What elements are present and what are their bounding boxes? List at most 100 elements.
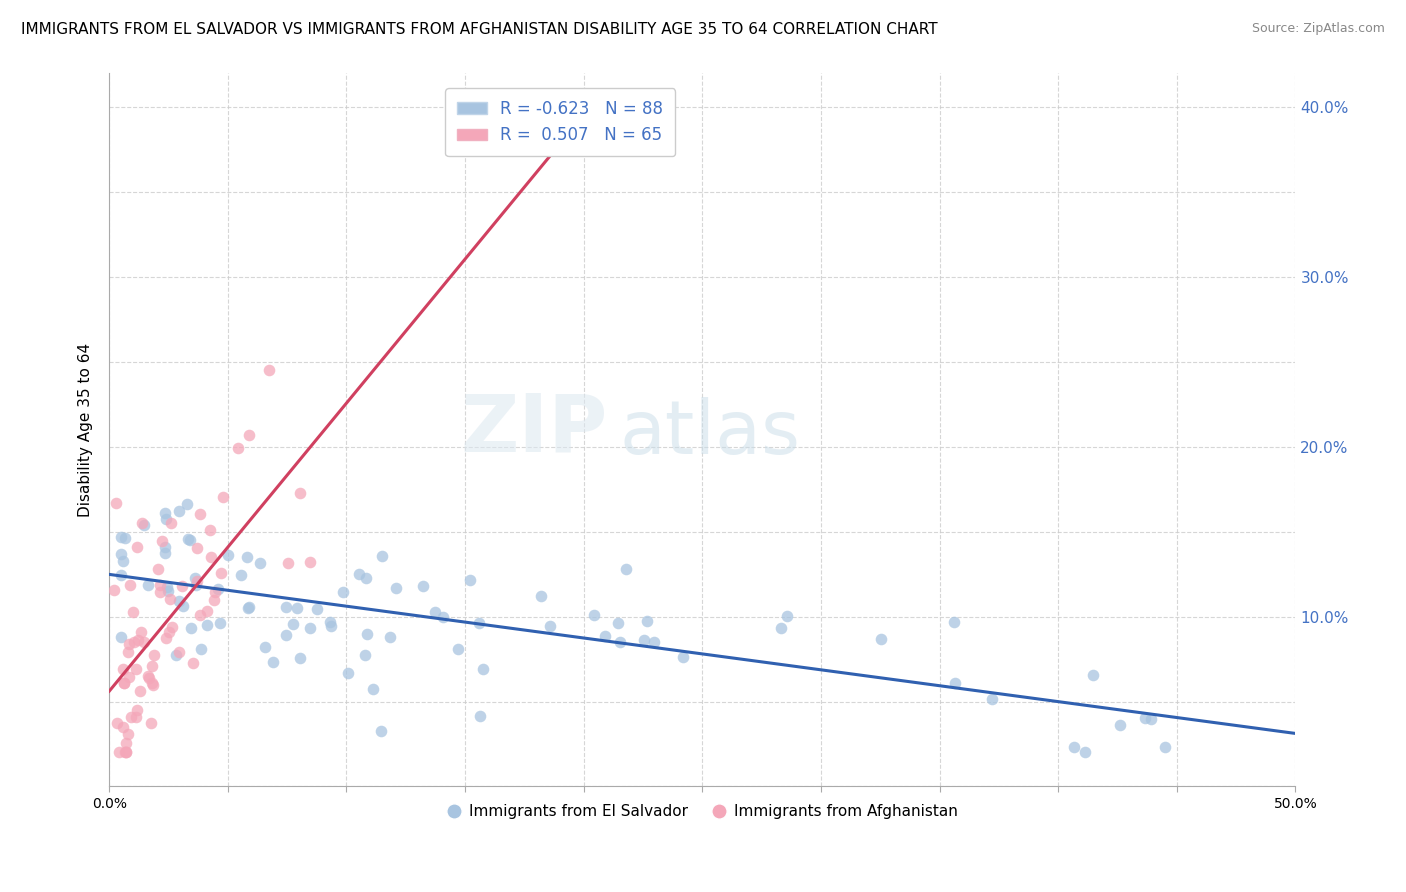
Point bbox=[370, 723, 392, 738]
Text: atlas: atlas bbox=[619, 397, 800, 470]
Point bbox=[209, 566, 232, 581]
Point bbox=[186, 541, 208, 555]
Point bbox=[122, 634, 145, 648]
Point bbox=[138, 671, 160, 685]
Point bbox=[107, 746, 129, 760]
Point bbox=[460, 573, 482, 587]
Point bbox=[118, 637, 141, 651]
Point bbox=[347, 567, 370, 582]
Point bbox=[122, 605, 145, 619]
Point bbox=[353, 648, 375, 663]
Point bbox=[643, 635, 665, 649]
Point bbox=[385, 581, 408, 595]
Point bbox=[141, 676, 163, 690]
Point bbox=[115, 746, 138, 760]
Point bbox=[184, 571, 207, 585]
Point bbox=[299, 621, 322, 635]
Point bbox=[169, 645, 191, 659]
Point bbox=[378, 631, 401, 645]
Point bbox=[112, 675, 135, 690]
Point bbox=[870, 632, 893, 646]
Point bbox=[184, 578, 207, 592]
Point bbox=[281, 616, 304, 631]
Point bbox=[285, 601, 308, 615]
Point bbox=[530, 589, 553, 603]
Point bbox=[143, 648, 166, 663]
Point bbox=[146, 562, 169, 576]
Point bbox=[298, 555, 321, 569]
Point bbox=[636, 615, 658, 629]
Point bbox=[200, 524, 222, 538]
Point bbox=[1153, 740, 1175, 755]
Point bbox=[153, 541, 176, 555]
Point bbox=[238, 600, 260, 615]
Point bbox=[139, 716, 162, 731]
Point bbox=[195, 604, 218, 618]
Point bbox=[288, 651, 311, 665]
Point bbox=[132, 517, 155, 532]
Point bbox=[155, 546, 177, 560]
Point bbox=[633, 633, 655, 648]
Point bbox=[169, 593, 191, 607]
Point bbox=[212, 490, 235, 504]
Point bbox=[614, 562, 637, 576]
Point bbox=[337, 666, 360, 681]
Point bbox=[120, 578, 142, 592]
Text: IMMIGRANTS FROM EL SALVADOR VS IMMIGRANTS FROM AFGHANISTAN DISABILITY AGE 35 TO : IMMIGRANTS FROM EL SALVADOR VS IMMIGRANT… bbox=[21, 22, 938, 37]
Point bbox=[136, 578, 159, 592]
Point bbox=[155, 511, 177, 525]
Point bbox=[136, 669, 159, 683]
Point bbox=[356, 626, 378, 640]
Point bbox=[412, 579, 434, 593]
Point bbox=[218, 549, 240, 563]
Point bbox=[103, 582, 125, 597]
Point bbox=[204, 585, 226, 599]
Point bbox=[104, 496, 127, 510]
Point bbox=[236, 601, 259, 615]
Point bbox=[249, 556, 271, 570]
Point bbox=[176, 497, 198, 511]
Point bbox=[165, 648, 187, 662]
Point bbox=[188, 607, 211, 622]
Point bbox=[155, 506, 177, 520]
Y-axis label: Disability Age 35 to 64: Disability Age 35 to 64 bbox=[79, 343, 93, 516]
Point bbox=[472, 662, 495, 676]
Point bbox=[110, 630, 132, 644]
Point bbox=[188, 507, 211, 521]
Point bbox=[110, 547, 132, 561]
Point bbox=[468, 616, 491, 631]
Point bbox=[371, 549, 394, 563]
Point bbox=[776, 609, 799, 624]
Point bbox=[943, 676, 966, 690]
Point bbox=[150, 533, 173, 548]
Point bbox=[155, 632, 177, 646]
Point bbox=[121, 710, 143, 724]
Point bbox=[105, 715, 128, 730]
Point bbox=[257, 363, 280, 377]
Point bbox=[131, 516, 153, 530]
Point bbox=[262, 655, 284, 669]
Point bbox=[1133, 711, 1156, 725]
Point bbox=[307, 602, 329, 616]
Point bbox=[1073, 746, 1095, 760]
Point bbox=[170, 579, 193, 593]
Point bbox=[190, 641, 212, 656]
Point bbox=[538, 618, 561, 632]
Point bbox=[156, 584, 179, 599]
Point bbox=[229, 568, 252, 582]
Point bbox=[319, 619, 342, 633]
Point bbox=[110, 567, 132, 582]
Point bbox=[129, 624, 152, 639]
Point bbox=[208, 615, 231, 630]
Point bbox=[112, 554, 135, 568]
Point bbox=[319, 615, 342, 630]
Point bbox=[180, 621, 202, 635]
Point bbox=[200, 549, 222, 564]
Point bbox=[274, 600, 297, 615]
Point bbox=[195, 617, 218, 632]
Point bbox=[160, 620, 183, 634]
Point bbox=[117, 645, 139, 659]
Point bbox=[127, 703, 149, 717]
Point bbox=[1083, 667, 1105, 681]
Point bbox=[582, 608, 605, 623]
